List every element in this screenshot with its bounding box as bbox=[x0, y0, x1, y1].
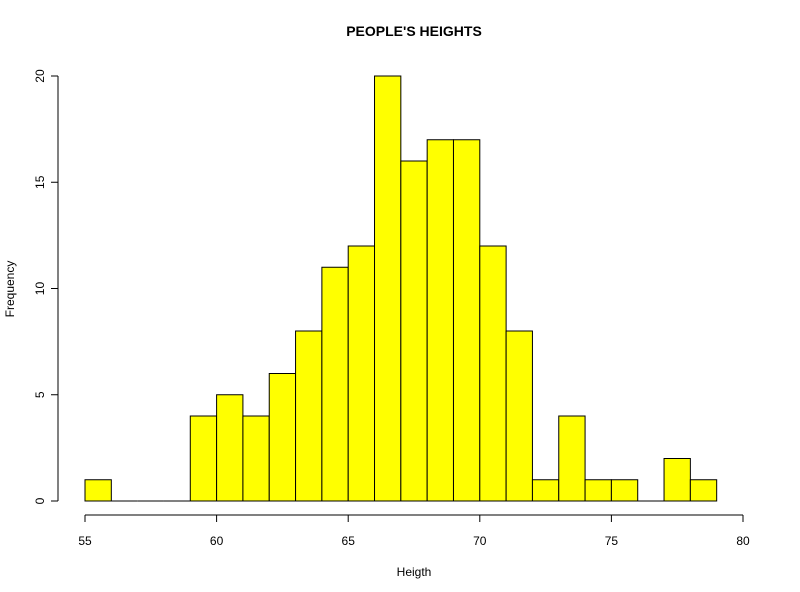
histogram-bar bbox=[479, 245, 507, 502]
x-tick-label: 60 bbox=[210, 534, 224, 548]
y-axis-label: Frequency bbox=[3, 261, 17, 318]
histogram-bar bbox=[452, 139, 481, 502]
histogram-bar bbox=[558, 415, 586, 502]
histogram-bar bbox=[189, 415, 218, 502]
chart-title: PEOPLE'S HEIGHTS bbox=[346, 23, 482, 39]
histogram-bar bbox=[689, 479, 718, 502]
histogram-bar bbox=[216, 394, 244, 502]
histogram-bar bbox=[321, 266, 349, 502]
x-axis-label: Heigth bbox=[397, 565, 432, 579]
x-tick-label: 65 bbox=[342, 534, 356, 548]
histogram-bar bbox=[400, 160, 428, 502]
y-tick-label: 10 bbox=[33, 282, 47, 296]
y-tick-label: 20 bbox=[33, 69, 47, 83]
y-axis: 0 5 10 15 20 bbox=[33, 69, 59, 504]
y-tick-label: 5 bbox=[33, 391, 47, 398]
histogram-bar bbox=[268, 373, 297, 502]
x-tick-label: 55 bbox=[78, 534, 92, 548]
histogram-bar bbox=[374, 75, 402, 502]
histogram-bar bbox=[84, 479, 112, 502]
x-axis: 55 60 65 70 75 80 bbox=[78, 514, 750, 548]
x-tick-label: 75 bbox=[605, 534, 619, 548]
histogram-bar bbox=[242, 415, 270, 502]
histogram-bar bbox=[584, 479, 612, 502]
histogram-bar bbox=[531, 479, 560, 502]
histogram-bar bbox=[347, 245, 376, 502]
histogram-bar bbox=[426, 139, 454, 502]
y-tick-label: 0 bbox=[33, 497, 47, 504]
bars-group bbox=[84, 75, 718, 502]
y-tick-label: 15 bbox=[33, 175, 47, 189]
histogram-bar bbox=[610, 479, 639, 502]
histogram-bar bbox=[295, 330, 323, 502]
histogram-bar bbox=[505, 330, 533, 502]
x-tick-label: 70 bbox=[473, 534, 487, 548]
x-tick-label: 80 bbox=[736, 534, 750, 548]
histogram-bar bbox=[663, 458, 691, 502]
